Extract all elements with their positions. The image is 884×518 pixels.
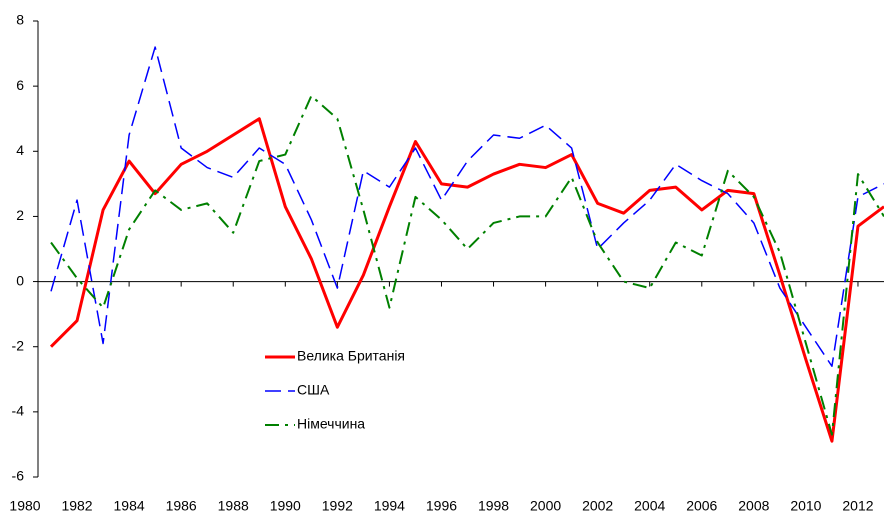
x-tick-label: 1998: [478, 498, 509, 514]
x-tick-label: 2000: [530, 498, 561, 514]
x-tick-label: 1992: [322, 498, 353, 514]
legend-label: США: [297, 382, 330, 398]
y-tick-label: 0: [16, 272, 24, 288]
y-tick-label: -4: [12, 403, 25, 419]
x-tick-label: 2010: [790, 498, 821, 514]
x-tick-label: 2004: [634, 498, 665, 514]
y-tick-label: 4: [16, 142, 24, 158]
y-tick-label: 8: [16, 12, 24, 28]
y-tick-label: 2: [16, 207, 24, 223]
x-tick-label: 1994: [374, 498, 405, 514]
x-tick-label: 1990: [270, 498, 301, 514]
x-tick-label: 1980: [9, 498, 40, 514]
y-tick-label: -2: [12, 337, 25, 353]
legend-label: Велика Британія: [297, 348, 405, 364]
x-tick-label: 1982: [61, 498, 92, 514]
x-tick-label: 2012: [842, 498, 873, 514]
x-tick-label: 1988: [218, 498, 249, 514]
x-tick-label: 2008: [738, 498, 769, 514]
x-tick-label: 1986: [166, 498, 197, 514]
x-tick-label: 2006: [686, 498, 717, 514]
series-line: [49, 117, 884, 443]
x-tick-label: 2002: [582, 498, 613, 514]
y-tick-label: 6: [16, 77, 24, 93]
x-tick-label: 1996: [426, 498, 457, 514]
series-line: [50, 94, 884, 436]
series-line: [50, 46, 884, 368]
legend-label: Німеччина: [297, 416, 365, 432]
x-tick-label: 1984: [114, 498, 145, 514]
y-tick-label: -6: [12, 468, 25, 484]
